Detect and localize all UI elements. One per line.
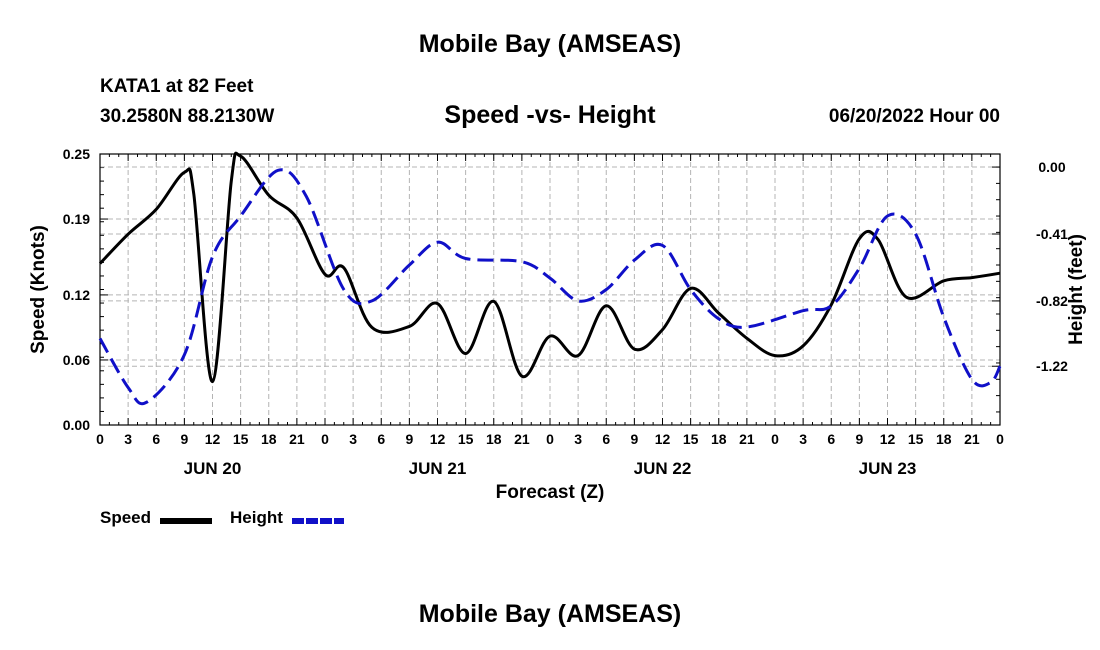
x-tick-label: 0 [996, 431, 1004, 447]
station-label: KATA1 at 82 Feet [100, 76, 254, 97]
x-tick-label: 3 [799, 431, 807, 447]
forecast-run-time: 06/20/2022 Hour 00 [828, 106, 1000, 127]
day-label: JUN 22 [634, 459, 692, 478]
x-tick-label: 21 [289, 431, 305, 447]
x-tick-label: 18 [486, 431, 502, 447]
x-tick-label: 0 [546, 431, 554, 447]
series-line-height [98, 168, 1002, 406]
x-tick-label: 21 [964, 431, 980, 447]
chart-subtitle: Speed -vs- Height [444, 101, 656, 129]
y-left-tick-label: 0.12 [63, 287, 90, 303]
y-left-tick-label: 0.25 [63, 146, 90, 162]
y-left-tick-label: 0.06 [63, 352, 90, 368]
x-tick-label: 9 [630, 431, 638, 447]
x-tick-label: 15 [683, 431, 699, 447]
x-tick-label: 15 [233, 431, 249, 447]
x-tick-label: 18 [261, 431, 277, 447]
legend-item-height: Height [230, 508, 344, 528]
x-tick-label: 9 [405, 431, 413, 447]
legend-item-speed: Speed [100, 508, 212, 528]
x-tick-label: 15 [908, 431, 924, 447]
legend-swatch-speed [160, 518, 212, 524]
x-tick-label: 21 [514, 431, 530, 447]
legend-label-height: Height [230, 508, 283, 527]
x-tick-label: 0 [771, 431, 779, 447]
coordinates-label: 30.2580N 88.2130W [100, 106, 275, 127]
y-left-tick-label: 0.00 [63, 417, 90, 433]
legend-label-speed: Speed [100, 508, 152, 527]
y-right-tick-label: -1.22 [1036, 358, 1068, 374]
x-tick-label: 3 [124, 431, 132, 447]
y-right-tick-label: 0.00 [1038, 159, 1065, 175]
x-tick-label: 6 [602, 431, 610, 447]
x-tick-label: 6 [152, 431, 160, 447]
legend-swatch-height [292, 518, 344, 524]
y-left-tick-label: 0.19 [63, 211, 90, 227]
x-tick-label: 3 [349, 431, 357, 447]
x-tick-label: 6 [827, 431, 835, 447]
x-tick-label: 12 [880, 431, 896, 447]
bottom-chart-title: Mobile Bay (AMSEAS) [418, 600, 682, 628]
x-tick-label: 12 [430, 431, 446, 447]
x-tick-label: 18 [711, 431, 727, 447]
y-right-tick-label: -0.41 [1036, 226, 1068, 242]
x-tick-label: 12 [205, 431, 221, 447]
y-right-axis-label: Height (feet) [1066, 234, 1087, 345]
x-tick-label: 12 [655, 431, 671, 447]
y-left-axis-label: Speed (Knots) [28, 225, 49, 354]
day-label: JUN 21 [409, 459, 467, 478]
x-tick-label: 6 [377, 431, 385, 447]
day-label: JUN 23 [859, 459, 917, 478]
y-right-tick-label: -0.82 [1036, 293, 1068, 309]
x-tick-label: 18 [936, 431, 952, 447]
x-tick-label: 15 [458, 431, 474, 447]
day-label: JUN 20 [184, 459, 242, 478]
x-tick-label: 9 [855, 431, 863, 447]
x-axis-label: Forecast (Z) [495, 482, 605, 503]
x-tick-label: 3 [574, 431, 582, 447]
x-tick-label: 0 [321, 431, 329, 447]
x-tick-label: 21 [739, 431, 755, 447]
series-line-speed [98, 151, 1001, 384]
chart-title: Mobile Bay (AMSEAS) [418, 30, 682, 58]
plot-frame [99, 153, 1001, 426]
x-tick-label: 0 [96, 431, 104, 447]
x-tick-label: 9 [180, 431, 188, 447]
